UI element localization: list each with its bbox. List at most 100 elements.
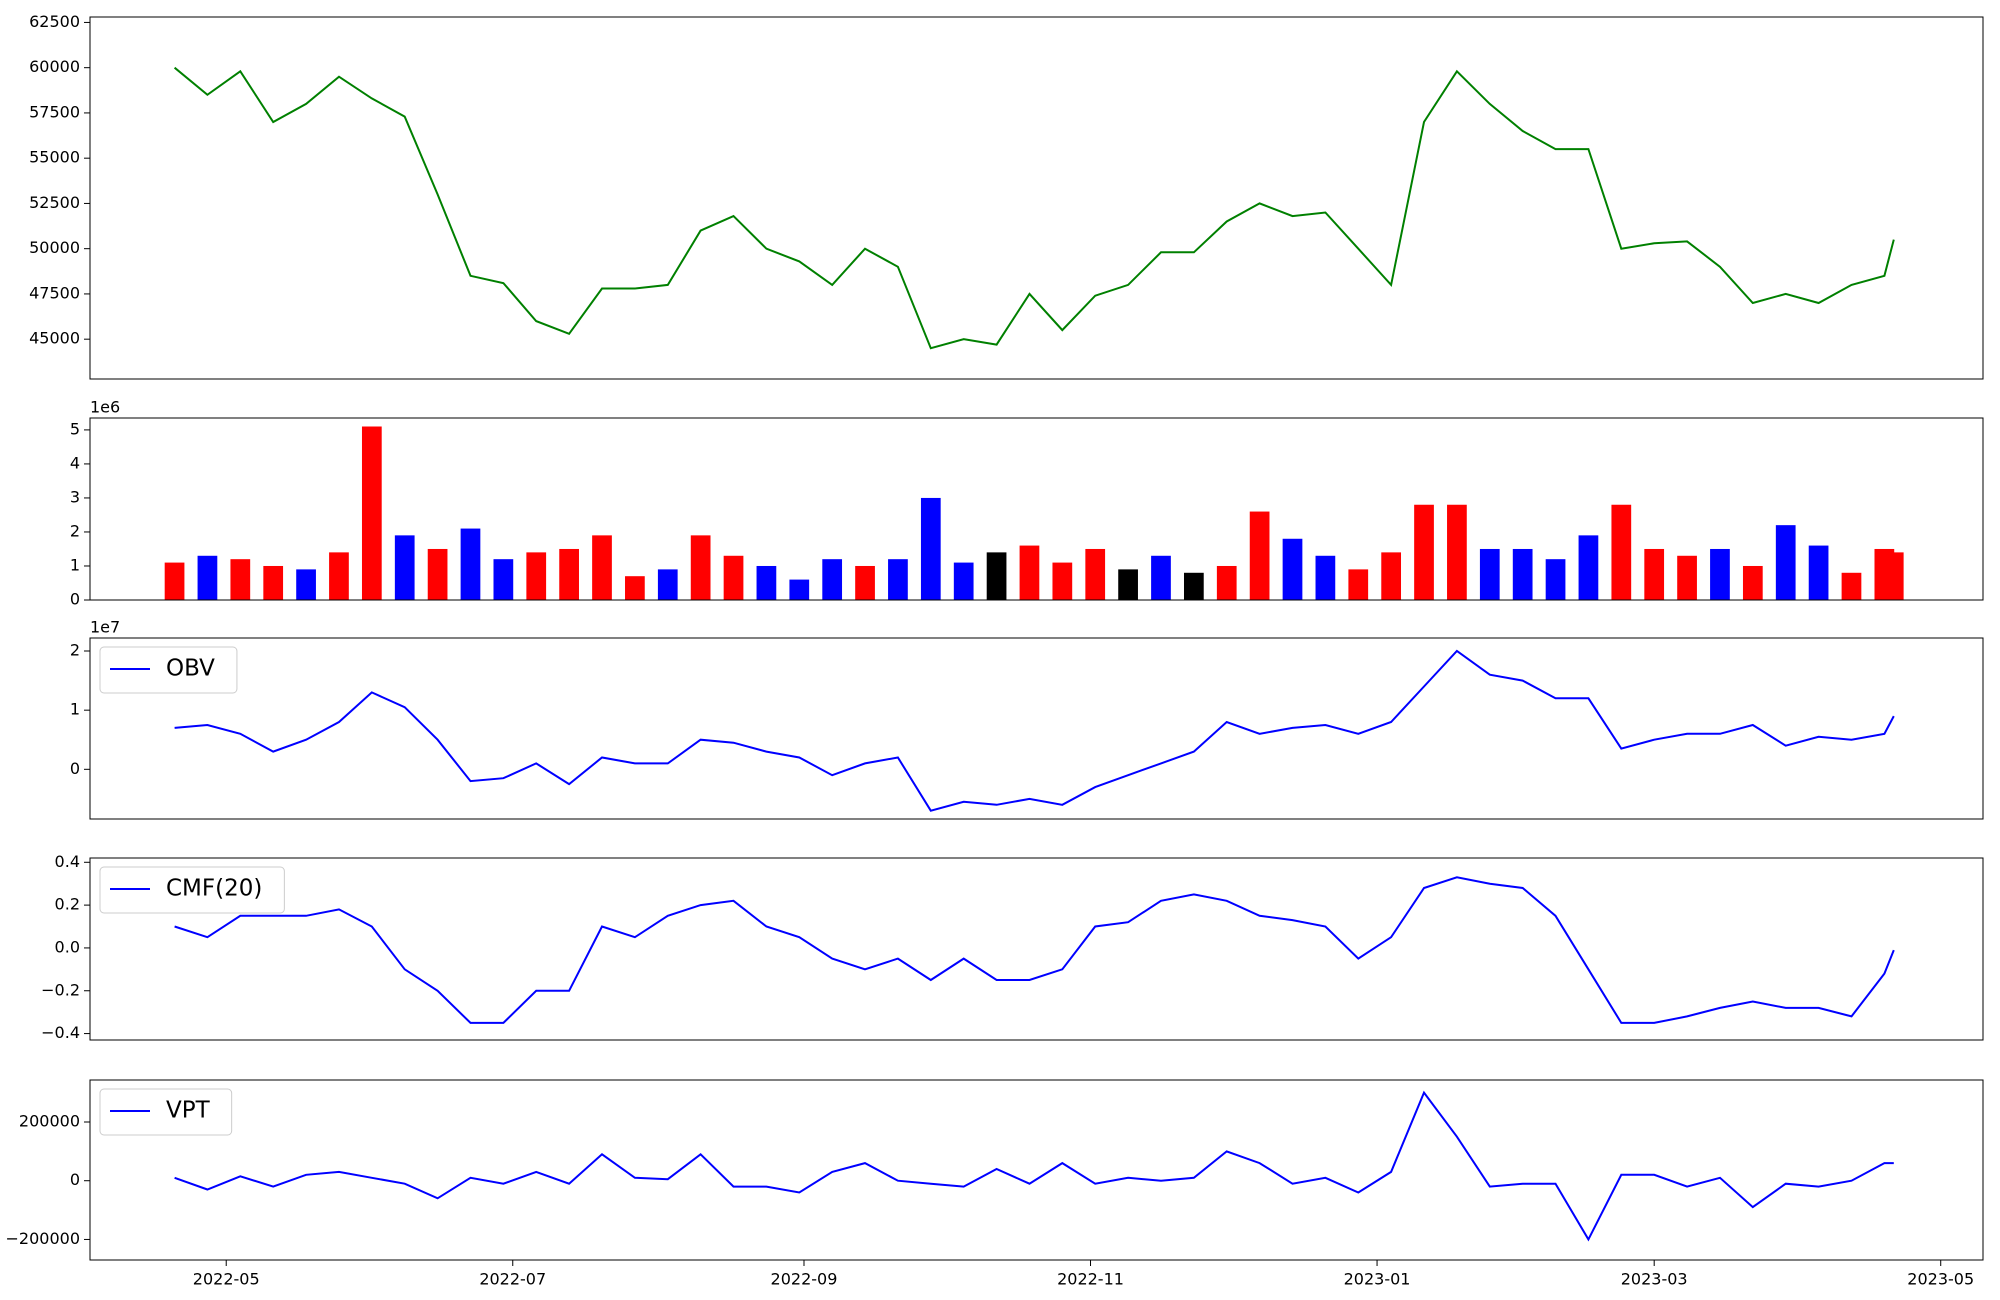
volume-bar [1183,572,1204,600]
volume-bar [460,528,481,600]
legend-label: CMF(20) [166,876,262,902]
volume-bar [888,559,908,600]
volume-bar [1545,559,1566,600]
y-tick-label: 3 [70,487,80,506]
volume-bar [1447,504,1467,600]
volume-bar [1348,569,1369,600]
y-tick-label: 4 [70,453,80,472]
volume-bar [263,565,284,600]
line-series [173,66,1895,350]
volume-bar [296,569,316,600]
volume-bar [1085,548,1106,600]
y-tick-label: 45000 [29,329,80,348]
volume-bar [1512,548,1533,600]
x-tick-label: 2022-09 [771,1270,838,1289]
axis-offset-label: 1e6 [90,398,120,417]
volume-bar [1381,552,1402,600]
volume-bar [1052,562,1073,600]
y-tick-label: 52500 [29,193,80,212]
volume-bar [723,555,744,600]
y-tick-label: 50000 [29,238,80,257]
volume-bar [1151,555,1171,600]
volume-bar [1315,555,1336,600]
y-tick-label: 200000 [19,1111,80,1130]
volume-bar [1742,565,1763,600]
volume-bar [1883,552,1904,600]
volume-bar [1118,569,1138,600]
legend-box [99,646,238,694]
volume-bar [953,562,974,600]
legend-box [99,1088,233,1136]
legend-label: OBV [166,656,215,682]
axes-frame [89,1079,1984,1261]
y-tick-label: 47500 [29,283,80,302]
y-tick-label: 0.2 [55,895,80,914]
volume-bar [1282,538,1303,600]
volume-bar [1841,572,1862,600]
x-tick-label: 2023-05 [1907,1270,1974,1289]
axis-offset-label: 1e7 [90,618,120,637]
volume-bar [1710,548,1730,600]
volume-bar [789,579,810,600]
axes-frame [89,857,1984,1041]
volume-bar [1479,548,1500,600]
y-tick-label: 2 [70,641,80,660]
y-tick-label: −0.4 [41,1023,80,1042]
volume-bar [329,552,349,600]
volume-bar [1775,525,1796,600]
volume-bar [855,565,875,600]
axes-frame [89,16,1984,380]
y-tick-label: 1 [70,700,80,719]
volume-bar [1414,504,1434,600]
volume-bar [1808,545,1829,600]
y-tick-label: 55000 [29,148,80,167]
volume-bar [657,569,678,600]
legend-box [99,866,285,914]
y-tick-label: 0.4 [55,852,80,871]
y-tick-label: 0 [70,759,80,778]
line-series [174,649,1895,812]
y-tick-label: 57500 [29,102,80,121]
volume-bar [1249,511,1270,600]
x-tick-label: 2023-01 [1344,1270,1411,1289]
x-tick-label: 2023-03 [1621,1270,1688,1289]
x-tick-label: 2022-05 [193,1270,260,1289]
volume-bar [493,559,514,600]
volume-bar [1611,504,1632,600]
y-tick-label: 1 [70,555,80,574]
volume-bar [1216,565,1237,600]
volume-bar [756,565,777,600]
y-tick-label: 5 [70,419,80,438]
volume-bar [526,552,547,600]
y-tick-label: 62500 [29,12,80,31]
x-tick-label: 2022-11 [1057,1270,1124,1289]
line-series [174,1090,1894,1242]
volume-bar [986,552,1007,600]
volume-bar [164,562,185,600]
x-tick-label: 2022-07 [479,1270,546,1289]
y-tick-label: 0 [70,1170,80,1189]
volume-bar [1644,548,1665,600]
axes-frame [89,637,1984,820]
legend-label: VPT [166,1098,211,1124]
volume-bar [690,535,711,600]
volume-bar [920,497,941,600]
volume-bar [822,559,843,600]
y-tick-label: 0.0 [55,937,80,956]
y-tick-label: −0.2 [41,980,80,999]
y-tick-label: −200000 [6,1229,80,1248]
volume-bar [197,555,218,600]
volume-bar [559,548,579,600]
volume-bar [230,559,251,600]
volume-bar [625,576,645,600]
volume-bar [427,548,448,600]
axes-frame [89,417,1984,601]
volume-bar [394,535,415,600]
line-series [174,876,1895,1024]
volume-bar [1578,535,1599,600]
volume-bar [1019,545,1040,600]
volume-bar [361,426,382,600]
y-tick-label: 0 [70,590,80,609]
y-tick-label: 60000 [29,57,80,76]
